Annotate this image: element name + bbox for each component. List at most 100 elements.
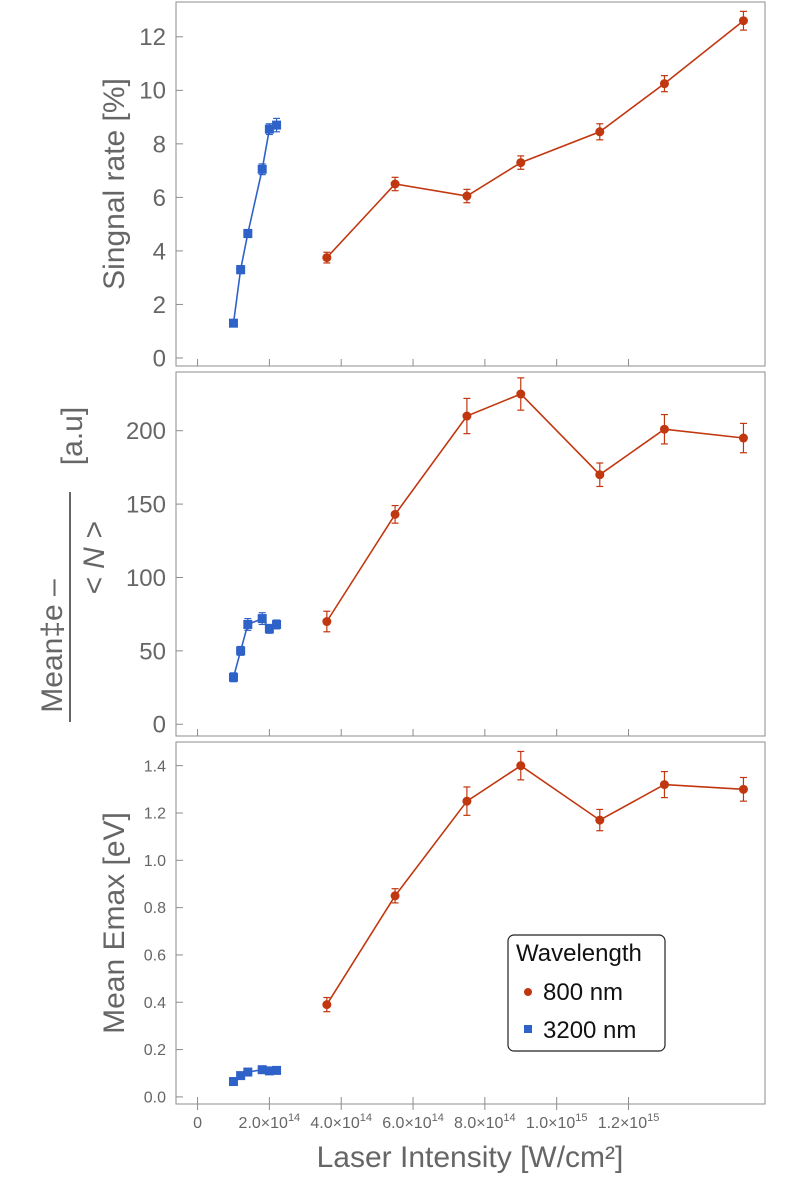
y-tick-label: 0.8 [144,900,166,917]
y-tick-label: 150 [126,491,166,518]
panel-1: 0 2 4 6 8 10 12 Singnal rate [%] [98,1,766,372]
x-tick-exponent: 14 [360,1112,372,1124]
y-axis-title-unit: [a.u] [56,407,89,465]
x-tick-mantissa: 8.0×10 [454,1115,503,1132]
x-tick-mantissa: 6.0×10 [382,1115,431,1132]
x-tick-exponent: 15 [647,1112,659,1124]
series-800nm [322,377,748,633]
series-800nm [322,10,748,264]
y-tick-label: 0.4 [144,995,166,1012]
data-point [236,646,246,656]
data-point [243,229,253,239]
data-point [322,253,332,263]
data-point [390,509,400,519]
data-point [595,470,605,480]
data-point [322,617,332,627]
data-point [462,411,472,421]
data-point [272,1065,282,1075]
y-tick-label: 0 [153,345,166,372]
series-3200nm [228,612,282,683]
x-tick-mantissa: 0 [193,1115,202,1132]
y-tick-label: 200 [126,418,166,445]
legend-marker-3200nm [524,1025,532,1033]
panel-2: 0 50 100 150 200 Mean‡e – < N > [a.u] [36,371,766,739]
x-tick-mantissa: 1.2×10 [598,1115,647,1132]
data-point [462,796,472,806]
series-800nm [322,750,748,1013]
x-axis: 0 2.0×1014 4.0×1014 6.0×1014 8.0×1014 1.0×101… [193,1104,659,1132]
y-axis-title-numerator: Mean‡e – [36,579,69,713]
data-point [595,127,605,137]
x-tick-label: 6.0×1014 [382,1112,444,1132]
y-tick-label: 4 [153,238,166,265]
y-tick-label: 0.0 [144,1090,166,1107]
data-point [243,1067,253,1077]
data-point [516,389,526,399]
y-tick-label: 50 [139,638,166,665]
panel-frame [175,1,766,367]
x-tick-label: 0 [193,1115,202,1132]
data-point [390,891,400,901]
data-point [322,1000,332,1010]
data-point [257,1065,267,1075]
x-axis-title: Laser Intensity [W/cm²] [317,1141,624,1174]
panel-frame [175,371,766,737]
x-tick-exponent: 15 [575,1112,587,1124]
y-tick-label: 1.2 [144,806,166,823]
data-point [516,158,526,168]
legend: Wavelength 800 nm 3200 nm [507,934,666,1052]
data-point [659,424,669,434]
y-axis-title: Singnal rate [%] [98,78,131,290]
x-tick-exponent: 14 [503,1112,515,1124]
series-3200nm [228,117,282,328]
data-point [659,780,669,790]
legend-title: Wavelength [516,940,642,967]
series-line [326,393,744,622]
data-point [236,265,246,275]
y-tick-label: 0.6 [144,948,166,965]
y-tick-label: 1.0 [144,853,166,870]
y-tick-label: 10 [139,78,166,105]
x-tick-exponent: 14 [288,1112,300,1124]
data-point [738,16,748,26]
data-point [236,1071,246,1081]
x-tick-label: 1.0×1015 [526,1112,588,1132]
series-line [232,124,277,324]
data-point [659,79,669,89]
data-point [257,164,267,174]
data-point [264,1066,274,1076]
legend-marker-800nm [524,988,532,996]
data-point [264,124,274,134]
data-point [228,1077,238,1087]
y-axis-title: Mean Emax [eV] [98,812,131,1034]
data-point [516,761,526,771]
x-tick-label: 8.0×1014 [454,1112,516,1132]
data-point [390,179,400,189]
panel-3: 0.0 0.2 0.4 0.6 0.8 1.0 1.2 1.4 Mean Emax [eV] [98,741,766,1107]
y-axis-title-fraction: Mean‡e – < N > [a.u] [36,407,111,722]
data-point [272,120,282,130]
data-point [595,815,605,825]
legend-label-800nm: 800 nm [543,979,623,1006]
x-tick-exponent: 14 [432,1112,444,1124]
x-tick-label: 4.0×1014 [310,1112,372,1132]
x-tick-label: 2.0×1014 [239,1112,301,1132]
data-point [228,672,238,682]
legend-label-3200nm: 3200 nm [543,1017,636,1044]
legend-box [507,934,666,1052]
panels-group: 0 2 4 6 8 10 12 Singnal rate [%] 0 50 100 150 200 Mea… [36,1,766,1107]
x-tick-label: 1.2×1015 [598,1112,660,1132]
data-point [243,619,253,629]
data-point [264,624,274,634]
x-tick-mantissa: 4.0×10 [310,1115,359,1132]
data-point [228,318,238,328]
y-tick-label: 12 [139,24,166,51]
x-tick-mantissa: 2.0×10 [239,1115,288,1132]
y-tick-label: 0 [153,712,166,739]
panel-frame [175,741,766,1105]
y-tick-label: 1.4 [144,758,166,775]
x-tick-mantissa: 1.0×10 [526,1115,575,1132]
y-axis-title-denominator: < N > [78,521,111,594]
series-3200nm [228,1065,282,1087]
